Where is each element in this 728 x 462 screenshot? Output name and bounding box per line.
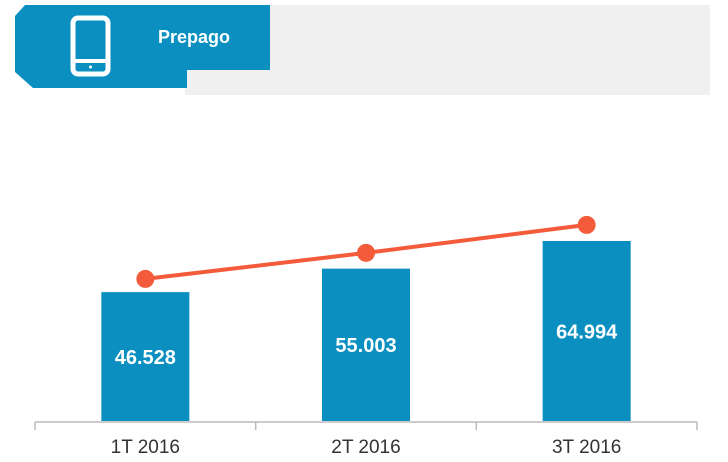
header-band (185, 5, 710, 95)
bar-value-label: 46.528 (115, 347, 176, 369)
phone-icon (70, 15, 111, 77)
x-tick-label: 3T 2016 (552, 437, 621, 458)
x-tick-label: 1T 2016 (111, 437, 180, 458)
header-tab (15, 5, 270, 88)
bar (542, 240, 631, 421)
x-tick-label: 2T 2016 (331, 437, 400, 458)
bar (101, 292, 190, 421)
trend-point (577, 215, 596, 234)
bar-value-label: 64.994 (556, 321, 618, 343)
bar (322, 268, 410, 421)
trend-point (136, 269, 155, 288)
trend-point (357, 243, 375, 262)
bar-value-label: 55.003 (335, 335, 396, 357)
header-title: Prepago (158, 27, 230, 47)
